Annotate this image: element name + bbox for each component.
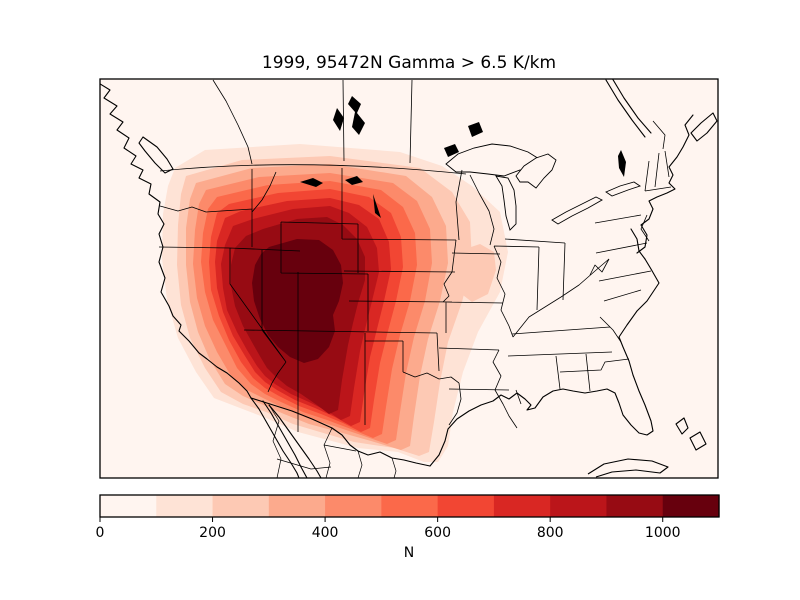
colorbar-tick-label: 1000 xyxy=(645,525,681,541)
us-mexico-border xyxy=(250,397,431,467)
plot-title: 1999, 95472N Gamma > 6.5 K/km xyxy=(262,53,556,73)
state-borders-west xyxy=(158,169,438,432)
map-frame xyxy=(99,78,719,479)
basemap xyxy=(100,79,718,478)
colorbar-segment-600 xyxy=(437,495,495,517)
mexico-state-borders xyxy=(268,404,397,478)
cuba xyxy=(587,458,669,478)
canada-us-border xyxy=(159,164,467,175)
state-borders-south xyxy=(507,270,652,405)
colorbar-segment-0 xyxy=(100,495,157,517)
state-borders-midwest xyxy=(469,174,610,429)
gulf-atlantic-coastline xyxy=(429,258,660,467)
colorbar-tick-label: 800 xyxy=(537,525,564,541)
colorbar-segment-400 xyxy=(325,495,382,517)
nova-scotia xyxy=(690,112,718,142)
map-axes xyxy=(100,79,718,478)
bahamas xyxy=(675,417,707,451)
colorbar-segment-100 xyxy=(156,495,214,517)
colorbar-segment-1000 xyxy=(662,495,720,517)
lake-ontario xyxy=(605,181,642,197)
state-borders-plains xyxy=(341,168,510,426)
contour-patch-iowa xyxy=(457,244,496,302)
colorbar-tick-label: 600 xyxy=(424,525,451,541)
baja-peninsula xyxy=(250,397,322,478)
colorbar-segment-500 xyxy=(381,495,439,517)
colorbar-segments xyxy=(100,495,720,517)
contour-band-1000 xyxy=(252,239,343,363)
colorbar-segment-200 xyxy=(212,495,270,517)
northeast-coastline xyxy=(648,114,694,210)
colorbar-tick-label: 0 xyxy=(96,525,105,541)
colorbar-segment-800 xyxy=(550,495,608,517)
great-lakes xyxy=(445,143,642,231)
colorbar-axis-label: N xyxy=(404,545,414,561)
colorbar-tick-label: 200 xyxy=(199,525,226,541)
vancouver-island xyxy=(138,136,174,174)
pacific-coastline xyxy=(100,83,252,399)
lake-michigan xyxy=(495,175,517,231)
colorbar-frame xyxy=(99,494,720,518)
colorbar-segment-700 xyxy=(493,495,551,517)
contour-bands xyxy=(162,144,508,462)
prairie-province-borders xyxy=(342,79,413,164)
colorbar-tick-label: 400 xyxy=(312,525,339,541)
state-borders-northeast xyxy=(589,120,672,276)
lake-erie xyxy=(551,196,603,225)
canadian-lakes xyxy=(300,96,626,218)
colorbar-ticks: 0 200 400 600 800 1000 xyxy=(96,517,681,541)
colorbar-segment-300 xyxy=(268,495,326,517)
colorbar-segment-900 xyxy=(606,495,664,517)
st-lawrence-river xyxy=(605,79,652,138)
lake-huron xyxy=(515,153,557,189)
colorbar: 0 200 400 600 800 1000 N xyxy=(96,494,720,561)
bc-alberta-border xyxy=(212,79,253,165)
